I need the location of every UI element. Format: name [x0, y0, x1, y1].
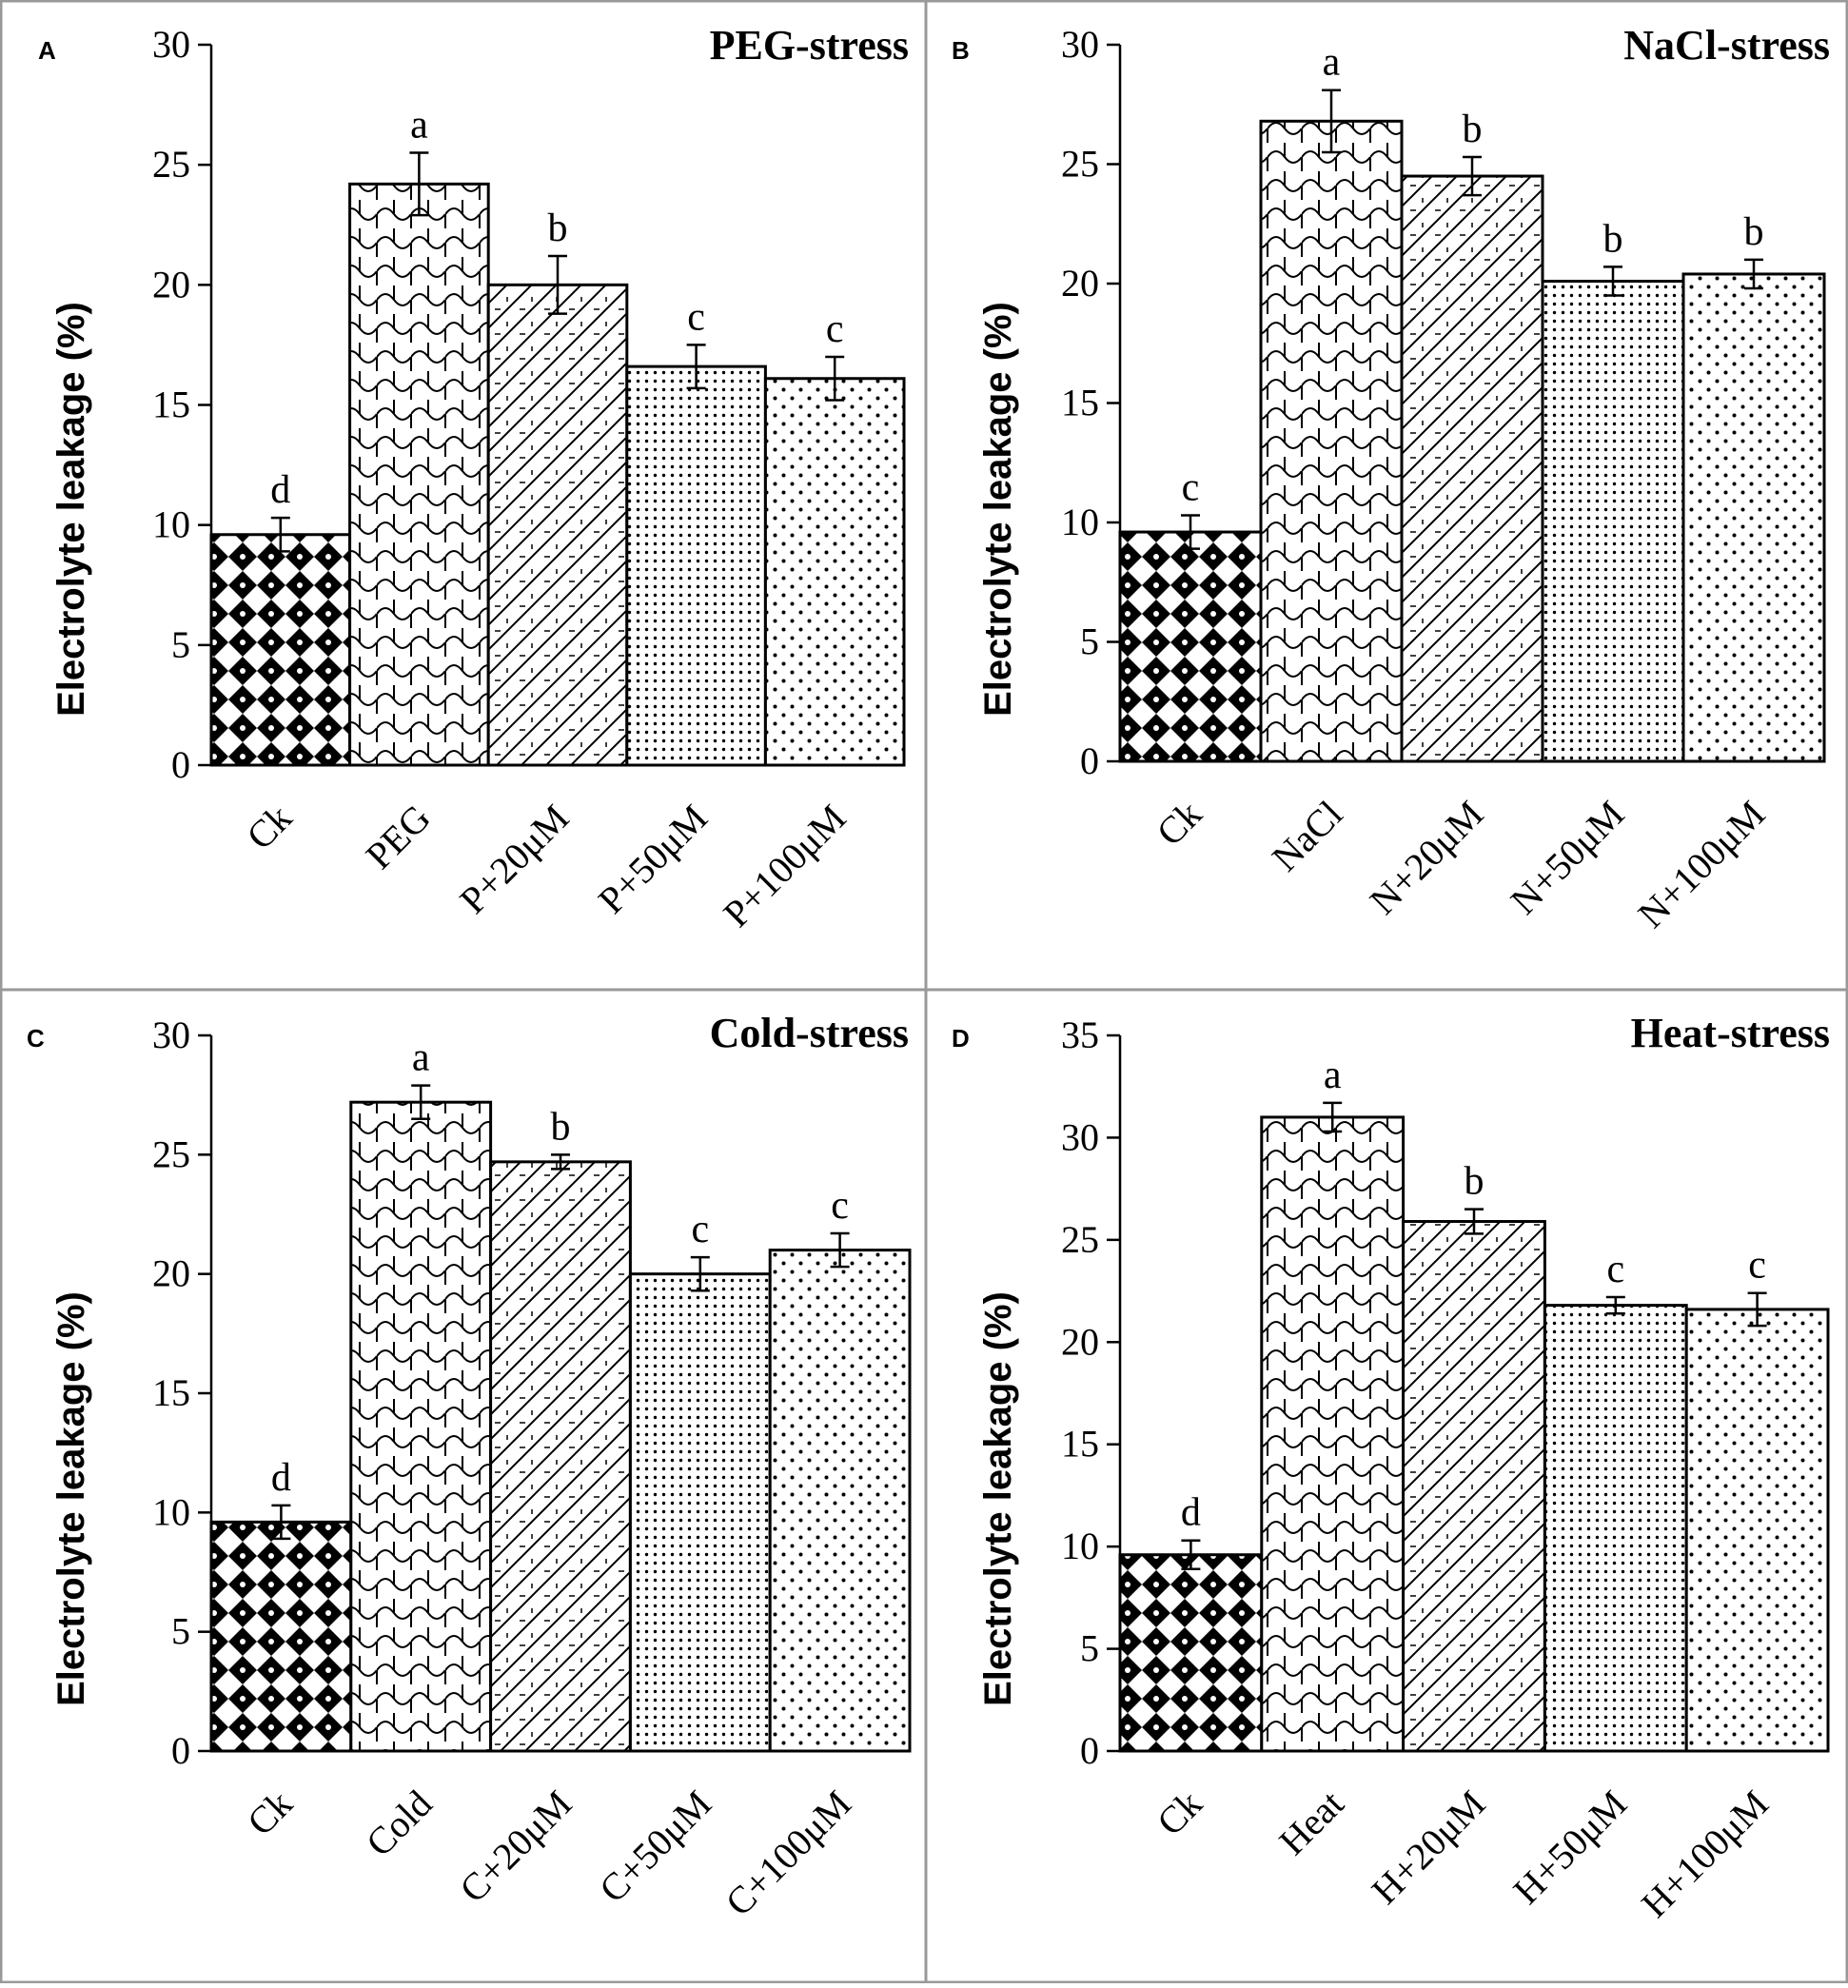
y-tick-label: 15	[1061, 382, 1099, 424]
y-axis-title: Electrolyte leakage (%)	[50, 1291, 92, 1706]
y-tick-label: 25	[1061, 143, 1099, 186]
y-tick-label: 0	[1080, 739, 1099, 782]
significance-label: a	[410, 104, 428, 148]
significance-label: b	[1463, 108, 1483, 151]
chart-title: Cold-stress	[710, 1010, 909, 1056]
bar-ck	[1118, 1553, 1264, 1753]
significance-label: b	[1744, 210, 1764, 254]
bar-p-50-m	[625, 364, 767, 767]
bar-ck	[209, 533, 352, 767]
bar-n-50-m	[1541, 279, 1685, 763]
y-tick-label: 10	[1061, 501, 1099, 543]
significance-label: c	[826, 307, 844, 351]
y-axis-title: Electrolyte leakage (%)	[50, 302, 92, 717]
significance-label: c	[687, 295, 705, 339]
panel-letter: C	[27, 1024, 45, 1053]
panel-letter: A	[38, 36, 56, 65]
bar-c-20-m	[489, 1160, 632, 1753]
y-tick-label: 5	[1080, 620, 1099, 663]
y-tick-label: 20	[152, 1252, 190, 1295]
significance-label: d	[1181, 1491, 1201, 1535]
y-tick-label: 30	[1061, 23, 1099, 66]
y-tick-label: 20	[1061, 262, 1099, 305]
y-tick-label: 0	[171, 1729, 190, 1772]
bar-nacl	[1259, 119, 1404, 763]
significance-label: c	[691, 1208, 709, 1251]
y-tick-label: 15	[152, 384, 190, 426]
significance-label: d	[270, 468, 290, 512]
y-axis-title: Electrolyte leakage (%)	[977, 302, 1019, 717]
bar-cold	[349, 1100, 493, 1753]
significance-label: c	[831, 1184, 849, 1228]
y-tick-label: 10	[1061, 1525, 1099, 1567]
significance-label: c	[1748, 1244, 1766, 1288]
y-axis-title: Electrolyte leakage (%)	[977, 1291, 1019, 1706]
significance-label: b	[548, 207, 568, 250]
bar-h-50-m	[1543, 1304, 1688, 1753]
y-tick-label: 25	[152, 143, 190, 186]
significance-label: a	[1323, 41, 1341, 85]
bar-h-100-m	[1684, 1308, 1830, 1753]
significance-label: a	[412, 1036, 430, 1080]
chart-title: Heat-stress	[1631, 1010, 1830, 1056]
y-tick-label: 35	[1061, 1014, 1099, 1056]
y-tick-label: 5	[171, 1610, 190, 1653]
significance-label: b	[1603, 217, 1623, 261]
y-tick-label: 15	[152, 1371, 190, 1414]
significance-label: c	[1182, 465, 1200, 509]
bar-ck	[209, 1520, 353, 1753]
panel-letter: D	[952, 1024, 970, 1053]
significance-label: b	[551, 1105, 571, 1149]
y-tick-label: 15	[1061, 1423, 1099, 1466]
significance-label: c	[1606, 1248, 1624, 1291]
significance-label: a	[1324, 1053, 1342, 1097]
bar-c-100-m	[768, 1249, 912, 1753]
bar-c-50-m	[628, 1272, 772, 1753]
panel-d-frame	[924, 988, 1848, 1984]
chart-title: NaCl-stress	[1623, 22, 1830, 69]
y-tick-label: 30	[1061, 1115, 1099, 1158]
y-tick-label: 0	[171, 743, 190, 786]
bar-peg	[348, 182, 490, 767]
bar-p-100-m	[763, 377, 906, 767]
y-tick-label: 0	[1080, 1729, 1099, 1772]
y-tick-label: 25	[152, 1132, 190, 1175]
y-tick-label: 10	[152, 1490, 190, 1533]
y-tick-label: 30	[152, 1014, 190, 1056]
significance-label: d	[271, 1456, 291, 1500]
significance-label: b	[1465, 1160, 1484, 1204]
chart-title: PEG-stress	[710, 22, 909, 69]
y-tick-label: 20	[152, 263, 190, 305]
bar-n-20-m	[1400, 174, 1544, 763]
bar-n-100-m	[1681, 272, 1826, 763]
bar-ck	[1118, 530, 1263, 763]
y-tick-label: 5	[1080, 1627, 1099, 1670]
y-tick-label: 10	[152, 503, 190, 546]
bar-p-20-m	[486, 283, 629, 767]
bar-h-20-m	[1402, 1220, 1546, 1753]
panel-a: A PEG-stress Electrolyte leakage (%) dCk…	[38, 22, 909, 935]
y-tick-label: 30	[152, 23, 190, 66]
y-tick-label: 5	[171, 623, 190, 666]
panel-letter: B	[952, 36, 970, 65]
y-tick-label: 25	[1061, 1218, 1099, 1261]
bar-heat	[1260, 1115, 1406, 1753]
y-tick-label: 20	[1061, 1320, 1099, 1363]
